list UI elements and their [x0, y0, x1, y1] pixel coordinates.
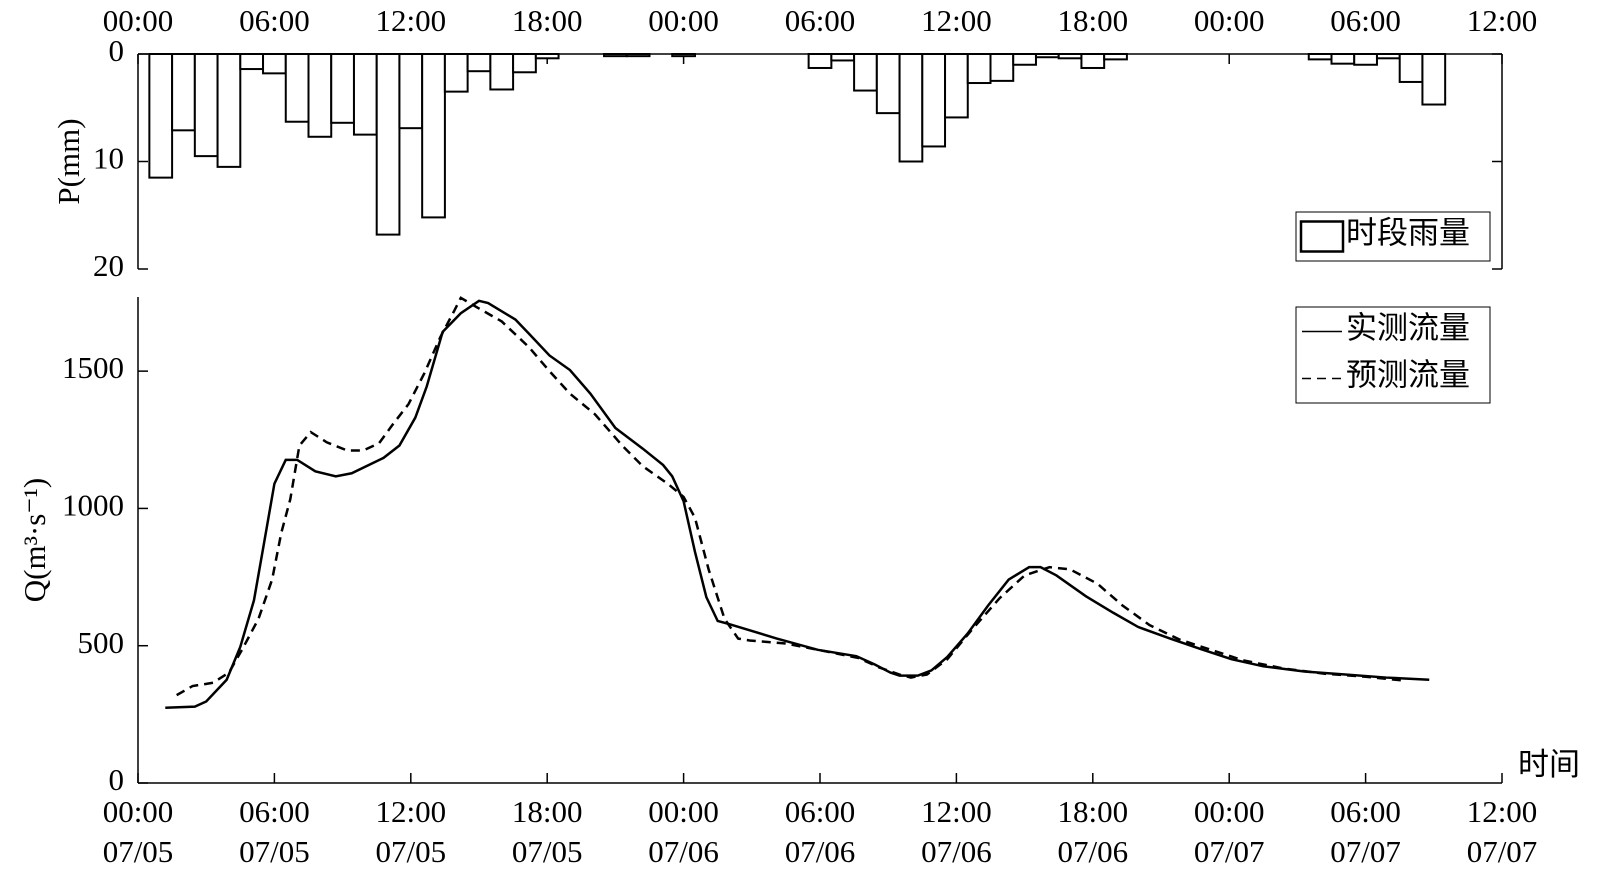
x-tick-date: 07/07: [1194, 834, 1265, 869]
y-tick-label: 10: [93, 141, 124, 176]
y-tick-label: 1500: [62, 350, 124, 385]
bar: [489, 53, 515, 91]
bar: [512, 53, 537, 74]
bar: [1398, 53, 1424, 83]
y-tick-label: 500: [78, 625, 125, 660]
x-tick-date: 07/06: [785, 834, 856, 869]
y-axis-label: Q(m³·s⁻¹): [17, 478, 52, 602]
y-tick-label: 20: [93, 248, 124, 283]
y-tick-label: 0: [109, 762, 125, 797]
y-tick-label: 1000: [62, 488, 124, 523]
bar: [853, 53, 878, 92]
bar: [830, 53, 856, 62]
x-tick-label: 06:00: [1330, 3, 1401, 38]
x-tick-label: 12:00: [921, 3, 992, 38]
bar: [1080, 53, 1106, 69]
legend-box: [1295, 306, 1491, 404]
bar: [625, 53, 651, 58]
bar: [1307, 53, 1333, 61]
bar: [398, 53, 424, 130]
bar: [875, 53, 901, 115]
bar: [989, 53, 1015, 82]
bar: [671, 53, 696, 58]
x-tick-label: 00:00: [1194, 3, 1265, 38]
bar: [216, 53, 242, 168]
bar: [1034, 53, 1060, 59]
bar: [1012, 53, 1037, 66]
line: [165, 299, 1430, 710]
x-tick-label: 18:00: [1057, 794, 1128, 829]
x-tick-label: 06:00: [785, 3, 856, 38]
bar: [307, 53, 333, 138]
legend-label: 预测流量: [1346, 358, 1470, 393]
x-tick-label: 18:00: [512, 3, 583, 38]
x-tick-label: 06:00: [239, 3, 310, 38]
bar: [193, 53, 219, 158]
bar: [1375, 53, 1401, 60]
x-tick-label: 12:00: [1467, 794, 1538, 829]
legend-swatch: [1299, 220, 1345, 253]
bar: [171, 53, 196, 132]
bar: [375, 53, 401, 236]
bar: [148, 53, 174, 179]
x-tick-date: 07/06: [648, 834, 719, 869]
bar: [1421, 53, 1447, 106]
bar: [603, 53, 628, 58]
legend-label: 实测流量: [1346, 311, 1470, 346]
x-axis-label: 时间: [1518, 747, 1580, 782]
bar: [966, 53, 992, 85]
bar: [239, 53, 265, 71]
x-tick-label: 00:00: [648, 794, 719, 829]
line: [176, 296, 1407, 697]
x-tick-date: 07/05: [239, 834, 310, 869]
x-tick-label: 06:00: [1330, 794, 1401, 829]
x-tick-label: 00:00: [103, 3, 174, 38]
x-tick-label: 12:00: [1467, 3, 1538, 38]
y-tick-label: 0: [109, 33, 125, 68]
x-tick-label: 00:00: [648, 3, 719, 38]
bar: [466, 53, 492, 73]
bar: [944, 53, 969, 119]
bar: [330, 53, 355, 124]
bar: [443, 53, 469, 93]
x-tick-label: 18:00: [1057, 3, 1128, 38]
bar: [1103, 53, 1128, 61]
bar: [262, 53, 287, 75]
x-tick-date: 07/05: [375, 834, 446, 869]
x-tick-label: 06:00: [239, 794, 310, 829]
y-axis-label: P(mm): [51, 118, 86, 204]
x-tick-date: 07/07: [1330, 834, 1401, 869]
bar: [1057, 53, 1083, 60]
bar: [1330, 53, 1356, 65]
x-tick-label: 06:00: [785, 794, 856, 829]
bar: [921, 53, 947, 148]
x-tick-label: 12:00: [375, 3, 446, 38]
bar: [898, 53, 924, 163]
x-tick-label: 00:00: [1194, 794, 1265, 829]
x-tick-label: 12:00: [921, 794, 992, 829]
x-tick-date: 07/06: [1057, 834, 1128, 869]
bar: [807, 53, 833, 69]
x-tick-label: 12:00: [375, 794, 446, 829]
bar: [284, 53, 310, 123]
bar: [352, 53, 378, 136]
bar: [1353, 53, 1378, 66]
x-tick-date: 07/06: [921, 834, 992, 869]
x-tick-label: 00:00: [103, 794, 174, 829]
x-tick-date: 07/07: [1467, 834, 1538, 869]
bar: [534, 53, 560, 60]
x-tick-date: 07/05: [103, 834, 174, 869]
x-tick-date: 07/05: [512, 834, 583, 869]
legend-label: 时段雨量: [1346, 216, 1470, 251]
bar: [421, 53, 446, 219]
x-tick-label: 18:00: [512, 794, 583, 829]
